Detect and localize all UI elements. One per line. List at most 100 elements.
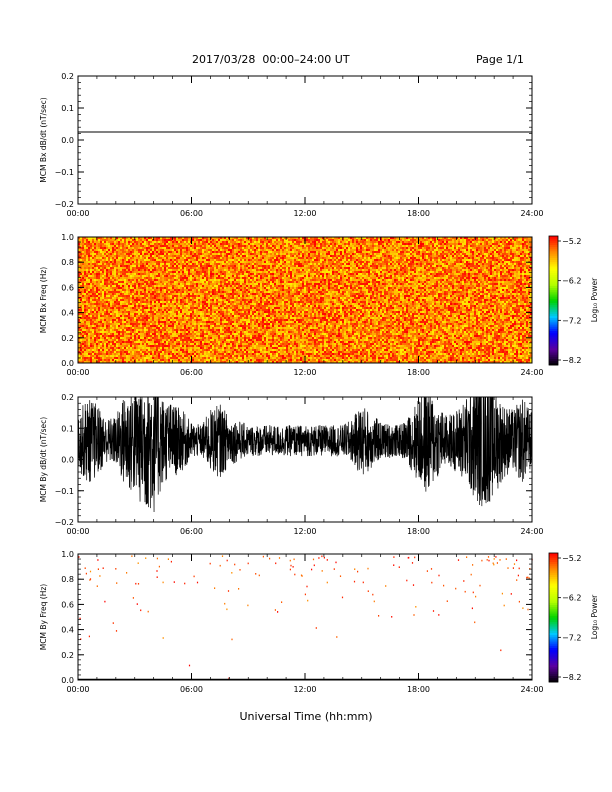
- spectrogram-cell: [228, 269, 231, 272]
- spectrogram-cell: [210, 299, 213, 302]
- spectrogram-cell: [196, 315, 199, 318]
- spectrogram-cell: [138, 243, 141, 246]
- spectrogram-cell: [196, 271, 199, 274]
- spectrogram-cell: [96, 287, 99, 290]
- spectrogram-cell: [82, 301, 85, 304]
- spectrogram-cell: [226, 275, 229, 278]
- spectrogram-cell: [106, 251, 109, 254]
- spectrogram-cell: [126, 345, 129, 348]
- spectrogram-cell: [200, 243, 203, 246]
- spectrogram-cell: [78, 255, 81, 258]
- spectrogram-cell: [116, 303, 119, 306]
- spectrogram-cell: [204, 273, 207, 276]
- spectrogram-cell: [162, 307, 165, 310]
- spectrogram-cell: [112, 323, 115, 326]
- spectrogram-cell: [224, 337, 227, 340]
- spectrogram-cell: [224, 333, 227, 336]
- spectrogram-cell: [100, 247, 103, 250]
- spectrogram-cell: [176, 259, 179, 262]
- spectrogram-cell: [110, 315, 113, 318]
- spectrogram-cell: [214, 301, 217, 304]
- spectrogram-cell: [80, 275, 83, 278]
- spectrogram-cell: [122, 353, 125, 356]
- spectrogram-cell: [206, 241, 209, 244]
- spectrogram-cell: [224, 243, 227, 246]
- spectrogram-cell: [78, 345, 81, 348]
- spectrogram-cell: [190, 291, 193, 294]
- spectrogram-cell: [186, 251, 189, 254]
- spectrogram-cell: [134, 359, 137, 362]
- spectrogram-cell: [202, 299, 205, 302]
- spectrogram-cell: [98, 299, 101, 302]
- spectrogram-cell: [90, 351, 93, 354]
- spectrogram-cell: [122, 263, 125, 266]
- spectrogram-cell: [116, 259, 119, 262]
- spectrogram-cell: [226, 301, 229, 304]
- spectrogram-cell: [218, 273, 221, 276]
- spectrogram-cell: [222, 297, 225, 300]
- spectrogram-cell: [202, 309, 205, 312]
- spectrogram-cell: [198, 361, 201, 364]
- spectrogram-cell: [174, 335, 177, 338]
- spectrogram-cell: [134, 261, 137, 264]
- spectrogram-cell: [216, 335, 219, 338]
- spectrogram-cell: [148, 301, 151, 304]
- spectrogram-cell: [176, 351, 179, 354]
- spectrogram-cell: [190, 347, 193, 350]
- spectrogram-cell: [166, 357, 169, 360]
- spectrogram-cell: [132, 299, 135, 302]
- spectrogram-cell: [200, 349, 203, 352]
- spectrogram-cell: [228, 273, 231, 276]
- spectrogram-cell: [96, 329, 99, 332]
- spectrogram-cell: [80, 325, 83, 328]
- spectrogram-cell: [208, 285, 211, 288]
- spectrogram-cell: [134, 333, 137, 336]
- spectrogram-cell: [192, 361, 195, 364]
- spectrogram-cell: [222, 255, 225, 258]
- spectrogram-cell: [154, 325, 157, 328]
- spectrogram-cell: [226, 359, 229, 362]
- spectrogram-cell: [84, 287, 87, 290]
- spectrogram-cell: [80, 295, 83, 298]
- spectrogram-cell: [140, 335, 143, 338]
- spectrogram-cell: [162, 295, 165, 298]
- spectrogram-cell: [172, 305, 175, 308]
- spectrogram-cell: [218, 347, 221, 350]
- spectrogram-cell: [150, 347, 153, 350]
- spectrogram-cell: [138, 343, 141, 346]
- spectrogram-cell: [108, 303, 111, 306]
- spectrogram-cell: [184, 239, 187, 242]
- spectrogram-cell: [98, 343, 101, 346]
- spectrogram-cell: [166, 347, 169, 350]
- spectrogram-cell: [196, 333, 199, 336]
- spectrogram-cell: [210, 361, 213, 364]
- spectrogram-cell: [136, 273, 139, 276]
- spectrogram-cell: [208, 331, 211, 334]
- spectrogram-cell: [94, 353, 97, 356]
- spectrogram-cell: [166, 333, 169, 336]
- spectrogram-cell: [196, 321, 199, 324]
- spectrogram-cell: [176, 299, 179, 302]
- spectrogram-cell: [186, 267, 189, 270]
- spectrogram-cell: [204, 295, 207, 298]
- spectrogram-cell: [122, 271, 125, 274]
- spectrogram-cell: [168, 347, 171, 350]
- spectrogram-cell: [148, 269, 151, 272]
- spectrogram-cell: [168, 327, 171, 330]
- spectrogram-cell: [136, 359, 139, 362]
- spectrogram-cell: [110, 347, 113, 350]
- spectrogram-cell: [164, 351, 167, 354]
- spectrogram-cell: [192, 299, 195, 302]
- spectrogram-cell: [110, 275, 113, 278]
- spectrogram-cell: [212, 301, 215, 304]
- x-tick-label: 12:00: [293, 209, 316, 218]
- spectrogram-cell: [148, 351, 151, 354]
- spectrogram-cell: [210, 249, 213, 252]
- spectrogram-cell: [168, 303, 171, 306]
- spectrogram-cell: [130, 275, 133, 278]
- spectrogram-cell: [222, 303, 225, 306]
- spectrogram-cell: [202, 273, 205, 276]
- spectrogram-cell: [186, 313, 189, 316]
- spectrogram-cell: [218, 317, 221, 320]
- spectrogram-cell: [148, 279, 151, 282]
